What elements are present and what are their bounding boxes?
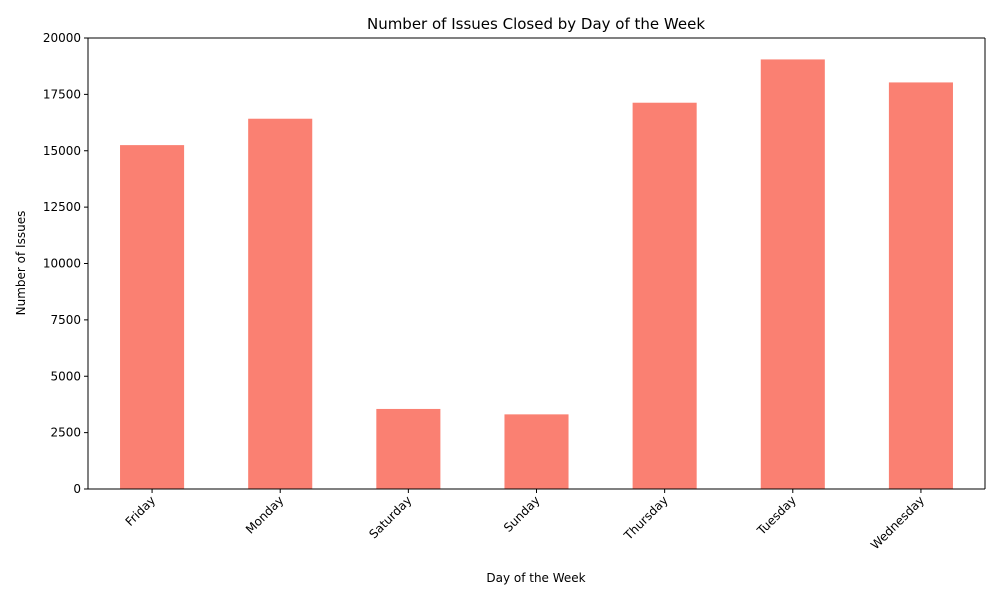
y-tick-label: 7500 [50,313,81,327]
y-tick-label: 17500 [43,87,81,101]
x-tick-label-friday: Friday [123,493,159,529]
bar-sunday [504,414,569,489]
bar-thursday [632,102,697,489]
y-tick-label: 10000 [43,257,81,271]
y-tick-label: 5000 [50,369,81,383]
x-tick-label-wednesday: Wednesday [868,493,927,552]
x-tick-label-monday: Monday [243,493,286,536]
bar-tuesday [760,59,825,490]
y-tick-label: 2500 [50,426,81,440]
bar-wednesday [888,82,953,490]
bar-friday [120,145,185,490]
x-tick-label-saturday: Saturday [366,493,414,541]
x-tick-label-tuesday: Tuesday [754,493,799,538]
bar-monday [248,118,313,489]
x-tick-label-thursday: Thursday [621,493,671,543]
y-tick-label: 15000 [43,144,81,158]
y-tick-label: 20000 [43,31,81,45]
x-axis-label: Day of the Week [486,571,585,585]
y-tick-label: 12500 [43,200,81,214]
y-axis: 0 2500 5000 7500 10000 12500 15000 17500 20000 [43,31,986,496]
y-tick-label: 0 [73,482,81,496]
chart-title: Number of Issues Closed by Day of the We… [367,15,705,33]
bar-saturday [376,408,441,489]
bars-group [120,59,953,490]
y-axis-label: Number of Issues [14,211,28,316]
x-tick-label-sunday: Sunday [501,493,543,535]
